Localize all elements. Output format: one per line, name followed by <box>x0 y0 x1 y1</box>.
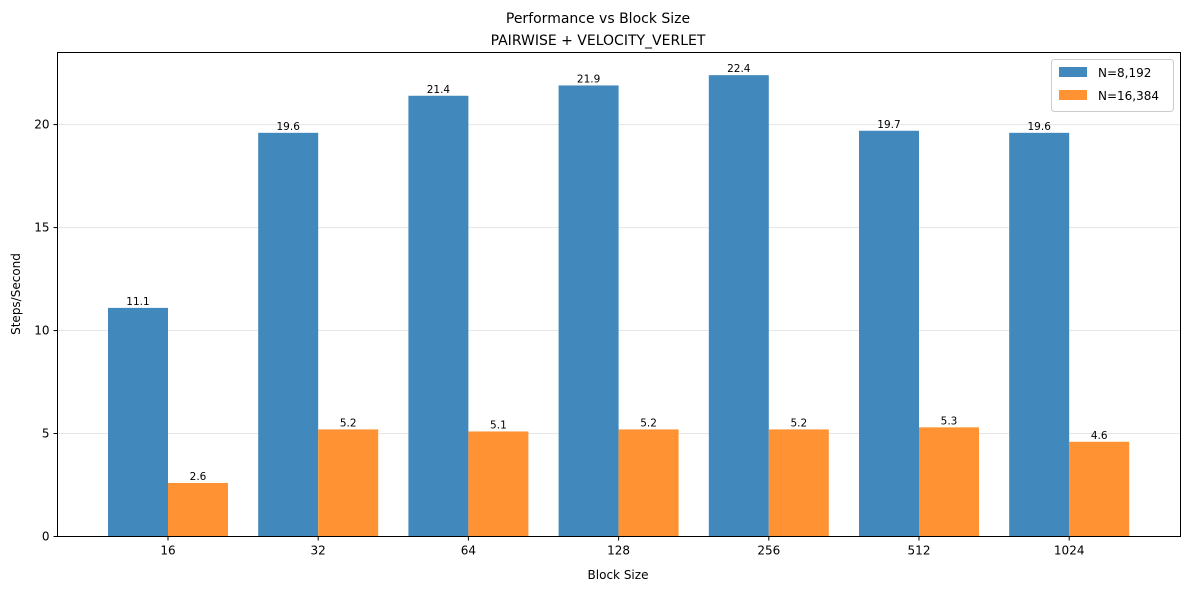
legend-swatch-n16384 <box>1059 90 1087 100</box>
bar-series1-32 <box>318 429 379 537</box>
legend: N=8,192 N=16,384 <box>1051 59 1174 112</box>
y-tick-label: 15 <box>34 221 49 235</box>
bar-value-label: 22.4 <box>727 63 751 75</box>
x-axis-label: Block Size <box>588 568 649 582</box>
legend-label-n8192: N=8,192 <box>1098 66 1151 80</box>
y-axis-label: Steps/Second <box>9 253 23 335</box>
bar-series0-16 <box>108 307 168 537</box>
y-tick-label: 5 <box>42 427 50 441</box>
bar-value-label: 21.9 <box>577 73 600 85</box>
bar-series0-1024 <box>1009 132 1070 537</box>
y-tick-label: 0 <box>42 530 50 544</box>
bar-value-label: 11.1 <box>126 296 149 308</box>
x-tick-label: 64 <box>461 544 476 558</box>
bar-series1-256 <box>768 429 829 537</box>
bar-value-label: 19.7 <box>877 119 900 131</box>
bar-value-label: 21.4 <box>427 84 451 96</box>
x-tick-label: 16 <box>160 544 175 558</box>
bar-series1-512 <box>919 427 979 537</box>
legend-label-n16384: N=16,384 <box>1098 89 1159 103</box>
bar-value-label: 19.6 <box>277 121 301 133</box>
chart-subtitle: PAIRWISE + VELOCITY_VERLET <box>491 33 706 49</box>
bar-value-label: 4.6 <box>1091 430 1108 442</box>
bar-series1-128 <box>618 429 679 537</box>
x-axis-ticks: 16 32 64 128 256 512 1024 <box>160 536 1085 558</box>
x-tick-label: 512 <box>908 544 931 558</box>
bar-value-label: 2.6 <box>190 471 207 483</box>
y-tick-label: 10 <box>34 324 49 338</box>
y-axis-ticks: 0 5 10 15 20 <box>34 118 58 544</box>
bar-value-label: 5.2 <box>640 417 657 429</box>
x-tick-label: 256 <box>757 544 780 558</box>
bars <box>108 75 1130 537</box>
bar-value-label: 5.1 <box>490 419 507 431</box>
bar-series0-64 <box>408 95 469 537</box>
bar-value-label: 5.3 <box>941 415 958 427</box>
bar-value-label: 19.6 <box>1028 121 1052 133</box>
bar-series1-1024 <box>1069 441 1130 537</box>
chart-title: Performance vs Block Size <box>506 11 690 27</box>
bar-series0-256 <box>708 75 769 537</box>
bar-series0-32 <box>258 132 319 537</box>
bar-series0-128 <box>558 85 619 537</box>
x-tick-label: 32 <box>311 544 326 558</box>
bar-series1-64 <box>468 431 529 537</box>
bar-value-label: 5.2 <box>340 417 357 429</box>
x-tick-label: 1024 <box>1054 544 1085 558</box>
legend-swatch-n8192 <box>1059 67 1087 77</box>
bar-series1-16 <box>168 482 228 537</box>
bar-series0-512 <box>859 130 919 537</box>
bar-value-labels: 11.1 19.6 21.4 21.9 22.4 19.7 19.6 2.6 5.2 5.1 5.2… <box>126 63 1108 483</box>
y-tick-label: 20 <box>34 118 49 132</box>
bar-value-label: 5.2 <box>790 417 807 429</box>
x-tick-label: 128 <box>607 544 630 558</box>
